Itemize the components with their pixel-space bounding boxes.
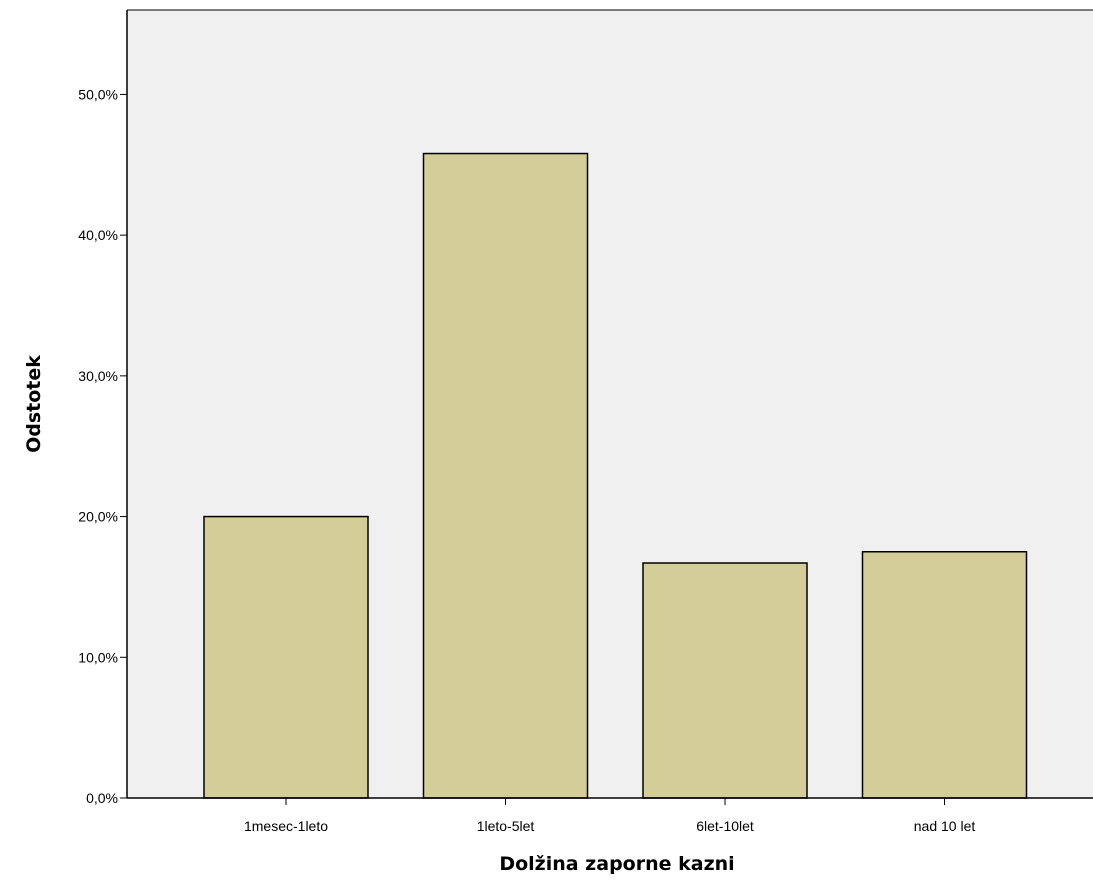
x-axis-title: Dolžina zaporne kazni <box>499 853 734 875</box>
bar-1 <box>203 515 369 799</box>
y-tick-label: 50,0% <box>78 86 118 102</box>
y-ticks-group: 0,0% 10,0% 20,0% 30,0% 40,0% 50,0% <box>78 86 127 806</box>
y-axis-title: Odstotek <box>23 355 45 453</box>
bar-2 <box>422 152 589 799</box>
y-tick-label: 40,0% <box>78 227 118 243</box>
y-tick-label: 20,0% <box>78 509 118 525</box>
x-tick-label: 6let-10let <box>696 818 754 834</box>
bar-3 <box>642 562 808 799</box>
y-tick-label: 0,0% <box>86 790 118 806</box>
x-tick-label: nad 10 let <box>914 818 976 834</box>
x-tick-label: 1mesec-1leto <box>244 818 328 834</box>
y-tick-label: 10,0% <box>78 649 118 665</box>
y-tick-label: 30,0% <box>78 368 118 384</box>
x-tick-label: 1leto-5let <box>477 818 535 834</box>
bar-4 <box>861 551 1028 799</box>
x-ticks-group: 1mesec-1leto 1leto-5let 6let-10let nad 10 l… <box>244 798 975 834</box>
bars-group <box>203 152 1028 799</box>
